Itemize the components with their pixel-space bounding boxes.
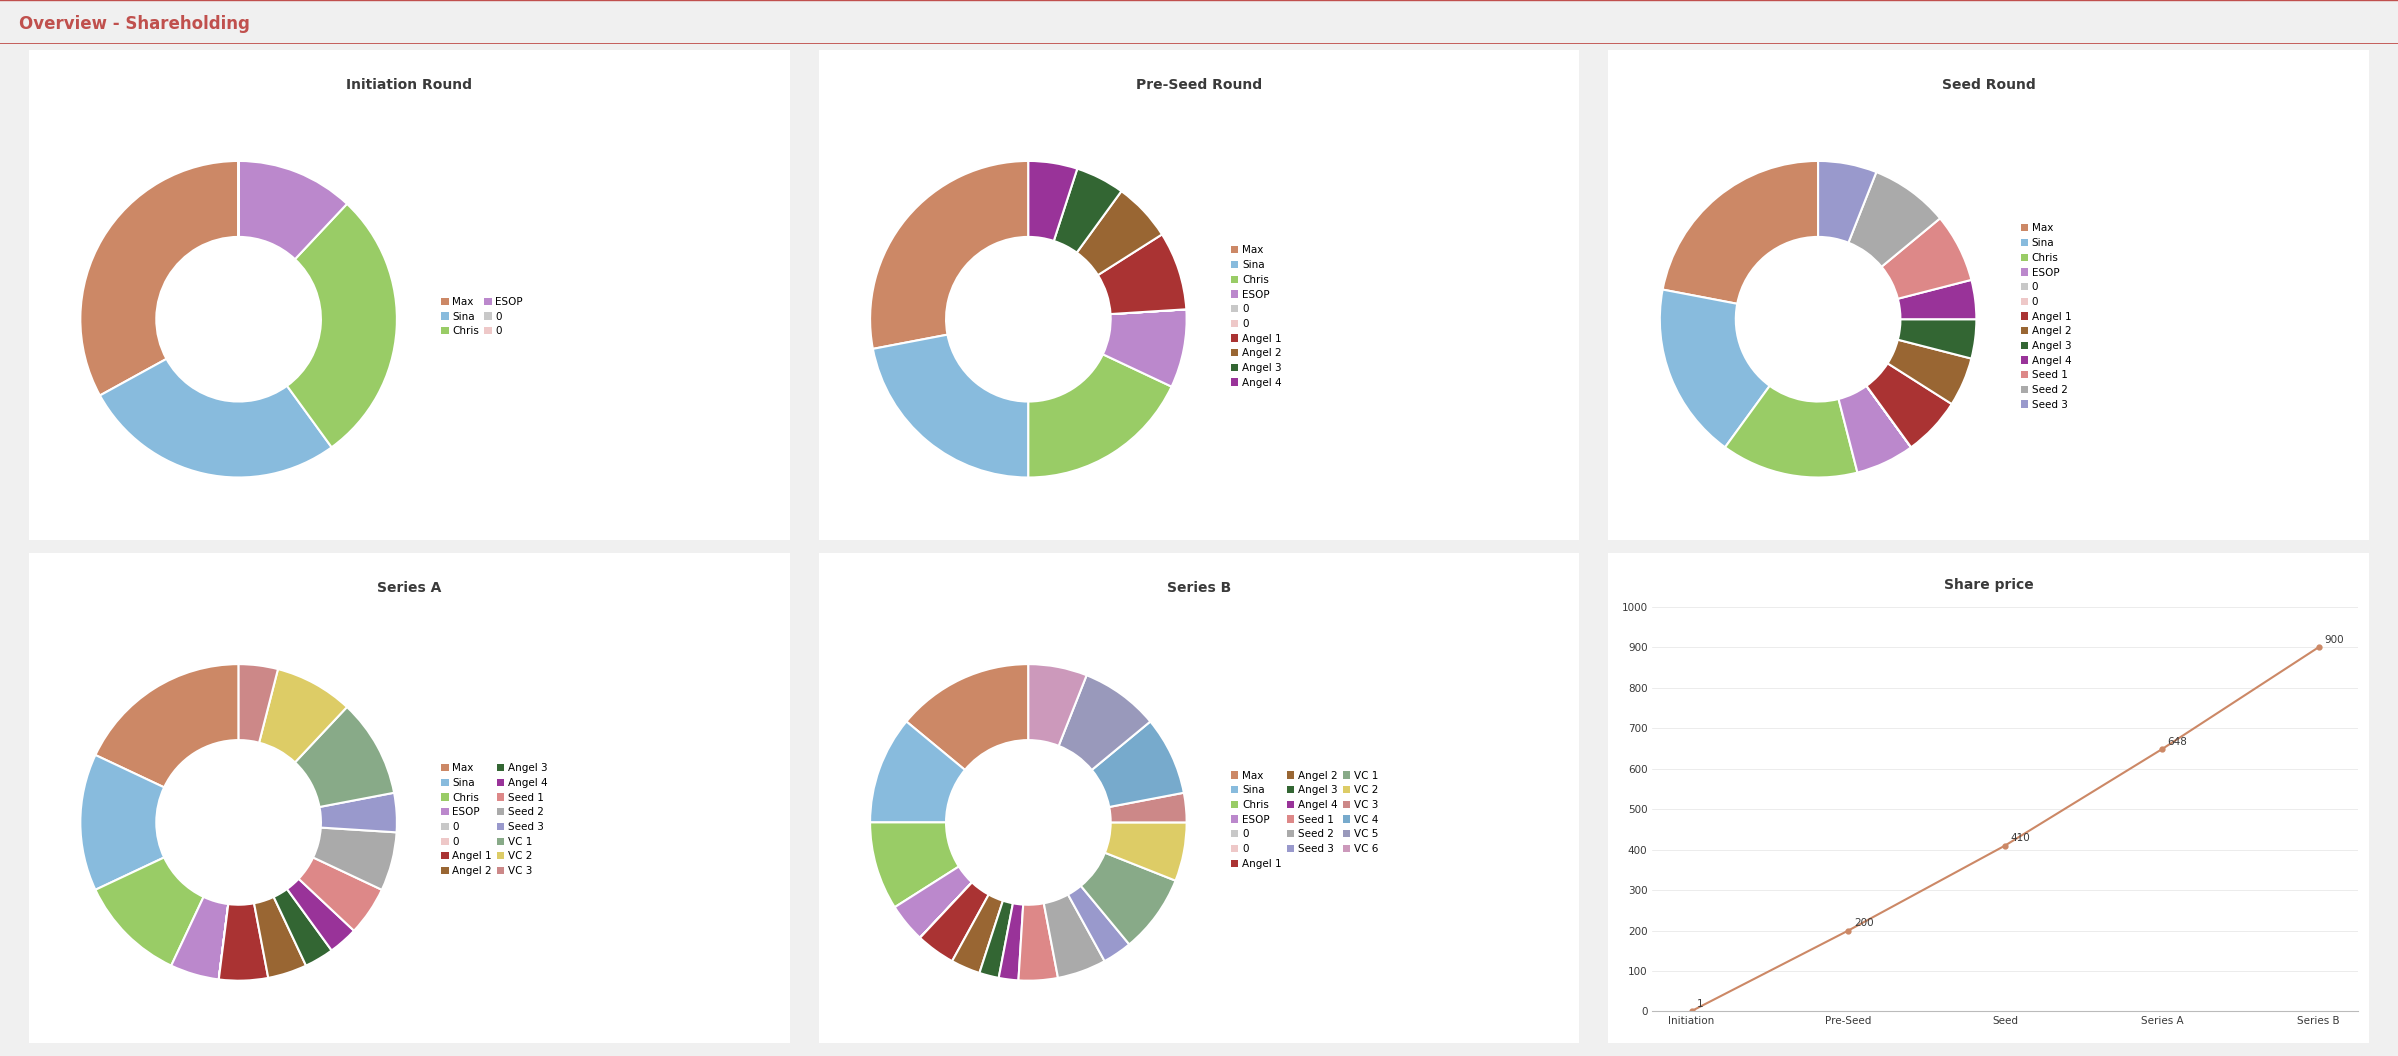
Wedge shape <box>1043 894 1105 978</box>
Text: 900: 900 <box>2324 635 2343 645</box>
Wedge shape <box>288 204 398 448</box>
Wedge shape <box>1866 363 1952 448</box>
Text: Overview - Shareholding: Overview - Shareholding <box>19 16 249 34</box>
Legend: Max, Sina, Chris, ESOP, 0, 0, Angel 1, Angel 2, Angel 3, Angel 4, Seed 1, Seed 2: Max, Sina, Chris, ESOP, 0, 0, Angel 1, A… <box>1230 771 1379 869</box>
Text: Series A: Series A <box>376 581 441 595</box>
Wedge shape <box>82 755 163 890</box>
Legend: Max, Sina, Chris, ESOP, 0, 0, Angel 1, Angel 2, Angel 3, Angel 4: Max, Sina, Chris, ESOP, 0, 0, Angel 1, A… <box>1230 245 1281 388</box>
Wedge shape <box>921 883 971 938</box>
Wedge shape <box>1887 340 1971 404</box>
Wedge shape <box>314 828 396 890</box>
Text: 410: 410 <box>2010 833 2031 844</box>
Wedge shape <box>259 670 348 762</box>
Wedge shape <box>1105 823 1187 881</box>
Wedge shape <box>273 889 331 965</box>
Text: Pre-Seed Round: Pre-Seed Round <box>1137 78 1261 92</box>
Wedge shape <box>1029 161 1077 241</box>
Wedge shape <box>170 897 228 980</box>
Wedge shape <box>873 335 1029 477</box>
Wedge shape <box>1882 219 1971 299</box>
Wedge shape <box>952 894 1002 973</box>
Wedge shape <box>218 903 269 981</box>
Wedge shape <box>906 664 1029 770</box>
Wedge shape <box>1110 309 1187 314</box>
Legend: Max, Sina, Chris, ESOP, 0, 0, Angel 1, Angel 2, Angel 3, Angel 4, Seed 1, Seed 2: Max, Sina, Chris, ESOP, 0, 0, Angel 1, A… <box>2022 224 2072 410</box>
Wedge shape <box>921 883 988 961</box>
Wedge shape <box>288 879 355 950</box>
FancyBboxPatch shape <box>811 548 1587 1049</box>
Wedge shape <box>96 857 204 965</box>
Wedge shape <box>1110 309 1187 314</box>
Text: 200: 200 <box>1854 919 1873 928</box>
Wedge shape <box>870 161 1029 348</box>
Wedge shape <box>96 664 240 788</box>
Wedge shape <box>1081 852 1175 944</box>
Wedge shape <box>1019 903 1058 981</box>
Wedge shape <box>1103 309 1187 386</box>
Wedge shape <box>1818 161 1875 243</box>
Wedge shape <box>1067 886 1129 961</box>
Text: Seed Round: Seed Round <box>1942 78 2036 92</box>
FancyBboxPatch shape <box>811 44 1587 545</box>
Legend: Max, Sina, Chris, ESOP, 0, 0, Angel 1, Angel 2, Angel 3, Angel 4, Seed 1, Seed 2: Max, Sina, Chris, ESOP, 0, 0, Angel 1, A… <box>441 763 547 876</box>
Wedge shape <box>1724 385 1858 477</box>
Wedge shape <box>1659 289 1770 448</box>
FancyBboxPatch shape <box>22 548 799 1049</box>
FancyBboxPatch shape <box>1599 548 2376 1049</box>
Wedge shape <box>295 708 393 807</box>
Wedge shape <box>870 721 964 823</box>
Wedge shape <box>218 904 228 980</box>
Wedge shape <box>894 867 971 938</box>
Wedge shape <box>921 883 971 938</box>
Wedge shape <box>1662 161 1818 304</box>
Text: Initiation Round: Initiation Round <box>345 78 472 92</box>
Text: 648: 648 <box>2168 737 2187 747</box>
Wedge shape <box>998 903 1024 980</box>
Wedge shape <box>240 664 278 742</box>
Wedge shape <box>319 793 398 832</box>
Wedge shape <box>978 901 1012 978</box>
Wedge shape <box>240 161 348 259</box>
Wedge shape <box>101 359 331 477</box>
Wedge shape <box>1058 675 1151 770</box>
Wedge shape <box>1839 385 1911 472</box>
Wedge shape <box>1077 191 1163 276</box>
Wedge shape <box>1110 793 1187 823</box>
Wedge shape <box>82 161 240 396</box>
Wedge shape <box>1849 172 1940 267</box>
FancyBboxPatch shape <box>1599 44 2376 545</box>
Text: Series B: Series B <box>1168 581 1230 595</box>
FancyBboxPatch shape <box>22 44 799 545</box>
Text: 1: 1 <box>1698 999 1703 1008</box>
Wedge shape <box>1053 169 1122 252</box>
Wedge shape <box>1029 354 1173 477</box>
Text: Share price: Share price <box>1945 578 2034 591</box>
Wedge shape <box>1091 721 1185 807</box>
Wedge shape <box>1897 280 1976 319</box>
Wedge shape <box>1098 234 1187 314</box>
Wedge shape <box>1029 664 1086 746</box>
Wedge shape <box>254 897 307 978</box>
Legend: Max, Sina, Chris, ESOP, 0, 0: Max, Sina, Chris, ESOP, 0, 0 <box>441 297 523 336</box>
Wedge shape <box>218 904 228 980</box>
Wedge shape <box>870 823 959 907</box>
Wedge shape <box>1866 385 1911 448</box>
Wedge shape <box>1866 385 1911 448</box>
Wedge shape <box>300 857 381 930</box>
Wedge shape <box>1897 319 1976 359</box>
